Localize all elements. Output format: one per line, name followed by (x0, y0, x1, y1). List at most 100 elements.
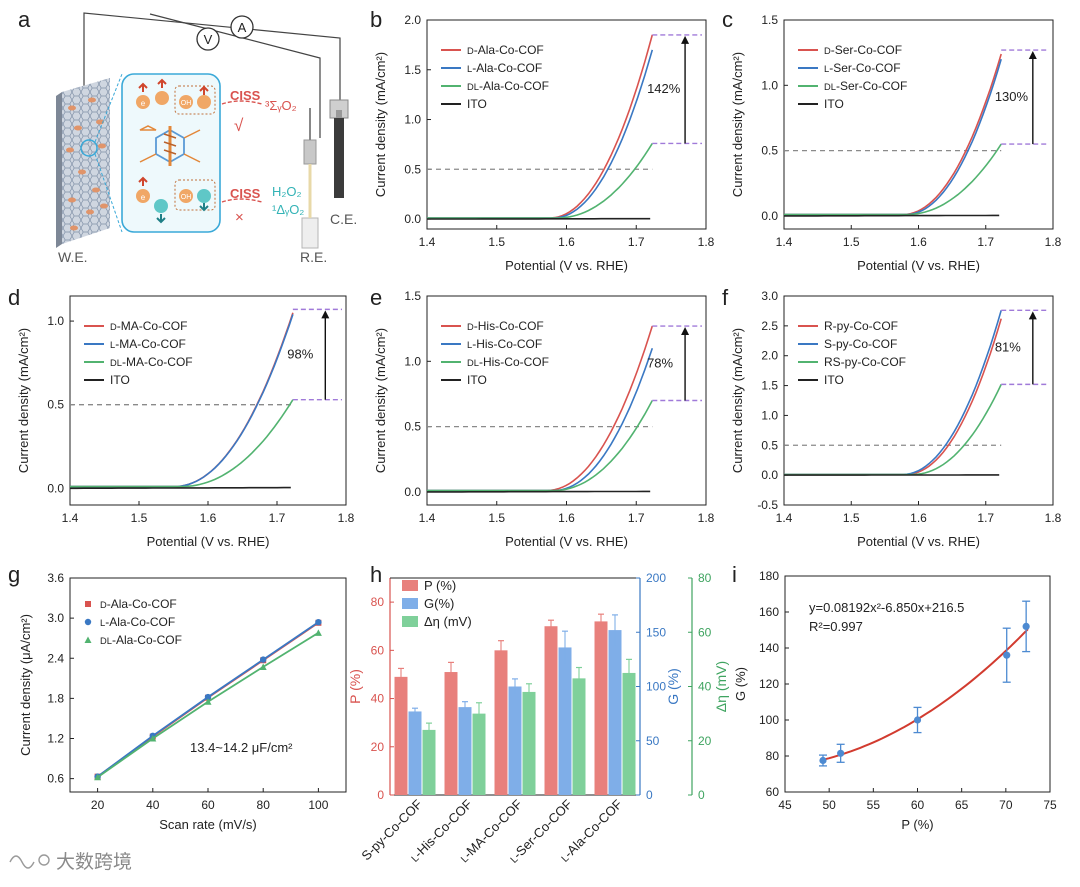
panel-f-ylabel: Current density (mA/cm²) (730, 328, 745, 473)
panel-d-xtick-label: 1.4 (62, 511, 79, 525)
panel-d-ytick-label: 1.0 (47, 314, 64, 328)
panel-d-legend-label-suffix: ITO (110, 373, 130, 387)
panel-b-ytick-label: 1.0 (404, 113, 421, 127)
cross-mark: × (235, 209, 244, 226)
panel-h-legend-swatch (402, 616, 418, 627)
panel-e-xtick-label: 1.7 (628, 511, 645, 525)
panel-e-percent: 78% (647, 355, 673, 370)
panel-i-ytick-label: 100 (759, 713, 779, 727)
panel-h-bar (609, 630, 622, 795)
panel-b-ytick-label: 2.0 (404, 13, 421, 27)
panel-h-legend-swatch (402, 598, 418, 609)
panel-e-ylabel: Current density (mA/cm²) (373, 328, 388, 473)
panel-f-legend-label: R-py-Co-COF (824, 319, 898, 333)
panel-d-xtick-label: 1.5 (131, 511, 148, 525)
we-label: W.E. (58, 249, 88, 265)
panel-c-curves (784, 50, 1049, 216)
panel-h-bar (445, 672, 458, 795)
panel-b-xtick-label: 1.4 (419, 235, 436, 249)
panel-h-right-axis-2-label: Δη (mV) (713, 661, 729, 712)
panel-e-ytick-label: 0.5 (404, 420, 421, 434)
panel-e-legend-label-prefix: DL (467, 358, 479, 368)
panel-g-legend-label: L-Ala-Co-COF (100, 615, 175, 629)
panel-g-ytick-label: 2.4 (47, 651, 64, 665)
panel-h-legend-label: G(%) (424, 596, 454, 611)
panel-i-xtick-label: 70 (999, 798, 1013, 812)
panel-b-arrow-head (681, 36, 689, 44)
panel-g-ytick-label: 3.0 (47, 611, 64, 625)
panel-c-xtick-label: 1.5 (843, 235, 860, 249)
panel-g-xtick-label: 40 (146, 798, 160, 812)
panel-i-r2: R²=0.997 (809, 619, 863, 634)
panel-h-axis-tick-label: 40 (698, 680, 712, 694)
panel-e-xtick-label: 1.5 (488, 511, 505, 525)
panel-e-legend-label: L-His-Co-COF (467, 337, 542, 351)
panel-e-xlabel: Potential (V vs. RHE) (505, 534, 628, 549)
panel-d-curve-green (70, 400, 293, 487)
panel-h-legend-label: Δη (mV) (424, 614, 472, 629)
panel-g-legend-label-suffix: -Ala-Co-COF (107, 597, 177, 611)
panel-f-xtick-label: 1.6 (910, 511, 927, 525)
panel-h-axis-tick-label: 20 (371, 740, 385, 754)
voltmeter-label: V (204, 32, 213, 47)
panel-h-bar (523, 692, 536, 795)
panel-e-curve-green (427, 401, 652, 491)
panel-f-ytick-label: 1.0 (761, 408, 778, 422)
panel-c-legend-label-suffix: ITO (824, 97, 844, 111)
panel-e-arrow-head (681, 327, 689, 335)
panel-h-legend-swatch (402, 580, 418, 591)
panel-i-point (1023, 623, 1030, 630)
panel-b-legend-label: L-Ala-Co-COF (467, 61, 542, 75)
panel-letter-d: d (8, 285, 20, 310)
panel-h-bar (395, 677, 408, 795)
watermark: 大数跨境 (10, 851, 132, 873)
panel-f-xtick-label: 1.5 (843, 511, 860, 525)
panel-g-xtick-label: 80 (257, 798, 271, 812)
panel-h-bar (545, 626, 558, 795)
panel-h-axis-tick-label: 60 (698, 625, 712, 639)
ciss-label-bottom: CISS (230, 186, 261, 201)
panel-g-legend-label-suffix: -Ala-Co-COF (112, 633, 182, 647)
panel-e-xtick-label: 1.4 (419, 511, 436, 525)
ref-electrode-body (302, 218, 318, 248)
panel-letter-i: i (732, 562, 737, 587)
panel-h-legend-label: P (%) (424, 578, 456, 593)
panel-h-bar (573, 678, 586, 795)
panel-c-legend-label: ITO (824, 97, 844, 111)
panel-g-xtick-label: 60 (201, 798, 215, 812)
panel-g-point-circle (315, 619, 321, 625)
ce-label: C.E. (330, 211, 357, 227)
panel-c-xtick-label: 1.7 (977, 235, 994, 249)
panel-h-axis-tick-label: 40 (371, 692, 385, 706)
panel-i-ylabel: G (%) (733, 667, 748, 701)
panel-i-ytick-label: 120 (759, 677, 779, 691)
panel-d-legend-label: D-MA-Co-COF (110, 319, 187, 333)
panel-b-curves (427, 35, 702, 219)
panel-g-ytick-label: 0.6 (47, 772, 64, 786)
h2o2-label: H₂O₂ (272, 184, 302, 199)
panel-h-bar (473, 714, 486, 795)
panel-f-percent: 81% (995, 339, 1021, 354)
panel-b-ytick-label: 0.5 (404, 162, 421, 176)
svg-text:e: e (141, 193, 146, 202)
panel-b-legend-label-suffix: -Ala-Co-COF (479, 79, 549, 93)
counter-electrode (334, 118, 344, 198)
panel-letter-b: b (370, 7, 382, 32)
panel-f-curves (784, 310, 1049, 475)
panel-f-curve-blue (784, 310, 1001, 474)
panel-d-legend-label-prefix: DL (110, 358, 122, 368)
panel-e-legend-label-suffix: ITO (467, 373, 487, 387)
panel-g-line-green (98, 633, 319, 778)
panel-g-xtick-label: 100 (308, 798, 328, 812)
panel-h-bar (409, 711, 422, 795)
panel-c-xtick-label: 1.8 (1045, 235, 1062, 249)
panel-e-legend-label: DL-His-Co-COF (467, 355, 549, 369)
panel-c-legend-label: DL-Ser-Co-COF (824, 79, 907, 93)
working-electrode-edge (56, 92, 62, 248)
